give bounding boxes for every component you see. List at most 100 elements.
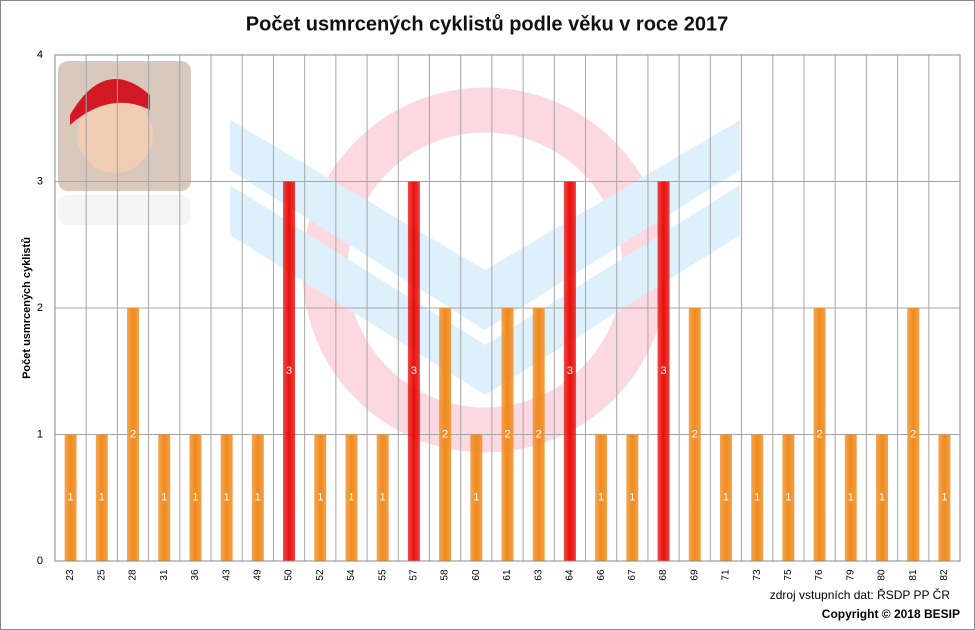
x-tick-label: 43 (221, 569, 232, 581)
x-tick-label: 61 (502, 569, 513, 581)
x-tick-label: 69 (689, 569, 700, 581)
data-label: 1 (317, 492, 323, 504)
bar (127, 308, 140, 561)
bar (813, 308, 826, 561)
bar (470, 434, 483, 561)
data-label: 1 (785, 492, 791, 504)
x-tick-label: 50 (284, 569, 295, 581)
data-label: 1 (348, 492, 354, 504)
x-tick-label: 75 (783, 569, 794, 581)
copyright: Copyright © 2018 BESIP (822, 607, 960, 621)
x-tick-label: 58 (440, 569, 451, 581)
x-tick-label: 55 (377, 569, 388, 581)
x-tick-label: 68 (658, 569, 669, 581)
source-note: zdroj vstupních dat: ŘSDP PP ČR (770, 587, 951, 602)
data-label: 1 (68, 492, 74, 504)
plot-border (54, 54, 961, 562)
y-tick-label: 1 (37, 428, 43, 440)
x-tick-label: 82 (939, 569, 950, 581)
watermark-logo (230, 87, 740, 453)
x-tick-label: 49 (252, 569, 263, 581)
data-label: 1 (941, 492, 947, 504)
data-label: 1 (723, 492, 729, 504)
x-tick-label: 23 (65, 569, 76, 581)
bar (220, 434, 233, 561)
data-label: 2 (692, 428, 698, 440)
x-tick-label: 64 (565, 569, 576, 581)
bar (532, 308, 545, 561)
bar (439, 308, 452, 561)
x-tick-label: 66 (596, 569, 607, 581)
y-tick-label: 2 (37, 302, 43, 314)
data-label: 2 (504, 428, 510, 440)
bar (657, 181, 670, 561)
bar (782, 434, 795, 561)
data-label: 1 (161, 492, 167, 504)
photo (58, 61, 191, 225)
bar (719, 434, 732, 561)
data-label: 3 (411, 365, 417, 377)
data-label: 1 (879, 492, 885, 504)
x-tick-label: 36 (190, 569, 201, 581)
data-label: 1 (754, 492, 760, 504)
x-tick-label: 63 (533, 569, 544, 581)
data-label: 1 (598, 492, 604, 504)
bar (345, 434, 358, 561)
data-label: 1 (255, 492, 261, 504)
x-tick-label: 73 (752, 569, 763, 581)
bar (563, 181, 576, 561)
data-label: 1 (473, 492, 479, 504)
x-tick-label: 31 (159, 569, 170, 581)
data-label: 3 (286, 365, 292, 377)
y-tick-label: 3 (37, 175, 43, 187)
bar (376, 434, 389, 561)
x-tick-label: 79 (845, 569, 856, 581)
bar (501, 308, 514, 561)
bar (595, 434, 608, 561)
bar (158, 434, 171, 561)
data-label: 1 (629, 492, 635, 504)
bar (875, 434, 888, 561)
x-tick-label: 76 (814, 569, 825, 581)
x-tick-label: 25 (96, 569, 107, 581)
bar (844, 434, 857, 561)
data-label: 1 (380, 492, 386, 504)
bar (314, 434, 327, 561)
bar (283, 181, 296, 561)
x-tick-label: 71 (721, 569, 732, 581)
x-tick-label: 28 (128, 569, 139, 581)
bar (907, 308, 920, 561)
bar (407, 181, 420, 561)
bar (64, 434, 77, 561)
data-label: 3 (660, 365, 666, 377)
y-tick-label: 0 (37, 555, 43, 567)
x-tick-label: 57 (409, 569, 420, 581)
x-tick-label: 80 (877, 569, 888, 581)
data-label: 1 (224, 492, 230, 504)
x-tick-label: 60 (471, 569, 482, 581)
bar (688, 308, 701, 561)
y-axis-label: Počet usmrcených cyklistů (21, 237, 33, 379)
data-label: 2 (817, 428, 823, 440)
chart-title: Počet usmrcených cyklistů podle věku v r… (246, 13, 728, 35)
data-label: 2 (442, 428, 448, 440)
data-label: 1 (848, 492, 854, 504)
bar (751, 434, 764, 561)
data-label: 1 (99, 492, 105, 504)
data-label: 2 (130, 428, 136, 440)
x-tick-label: 81 (908, 569, 919, 581)
bar (626, 434, 639, 561)
bar (251, 434, 264, 561)
data-label: 2 (536, 428, 542, 440)
x-tick-label: 67 (627, 569, 638, 581)
x-tick-label: 52 (315, 569, 326, 581)
bar (189, 434, 202, 561)
x-tick-label: 54 (346, 569, 357, 581)
y-tick-label: 4 (37, 49, 43, 61)
bar (938, 434, 951, 561)
data-label: 3 (567, 365, 573, 377)
data-label: 1 (192, 492, 198, 504)
bar (95, 434, 108, 561)
data-label: 2 (910, 428, 916, 440)
